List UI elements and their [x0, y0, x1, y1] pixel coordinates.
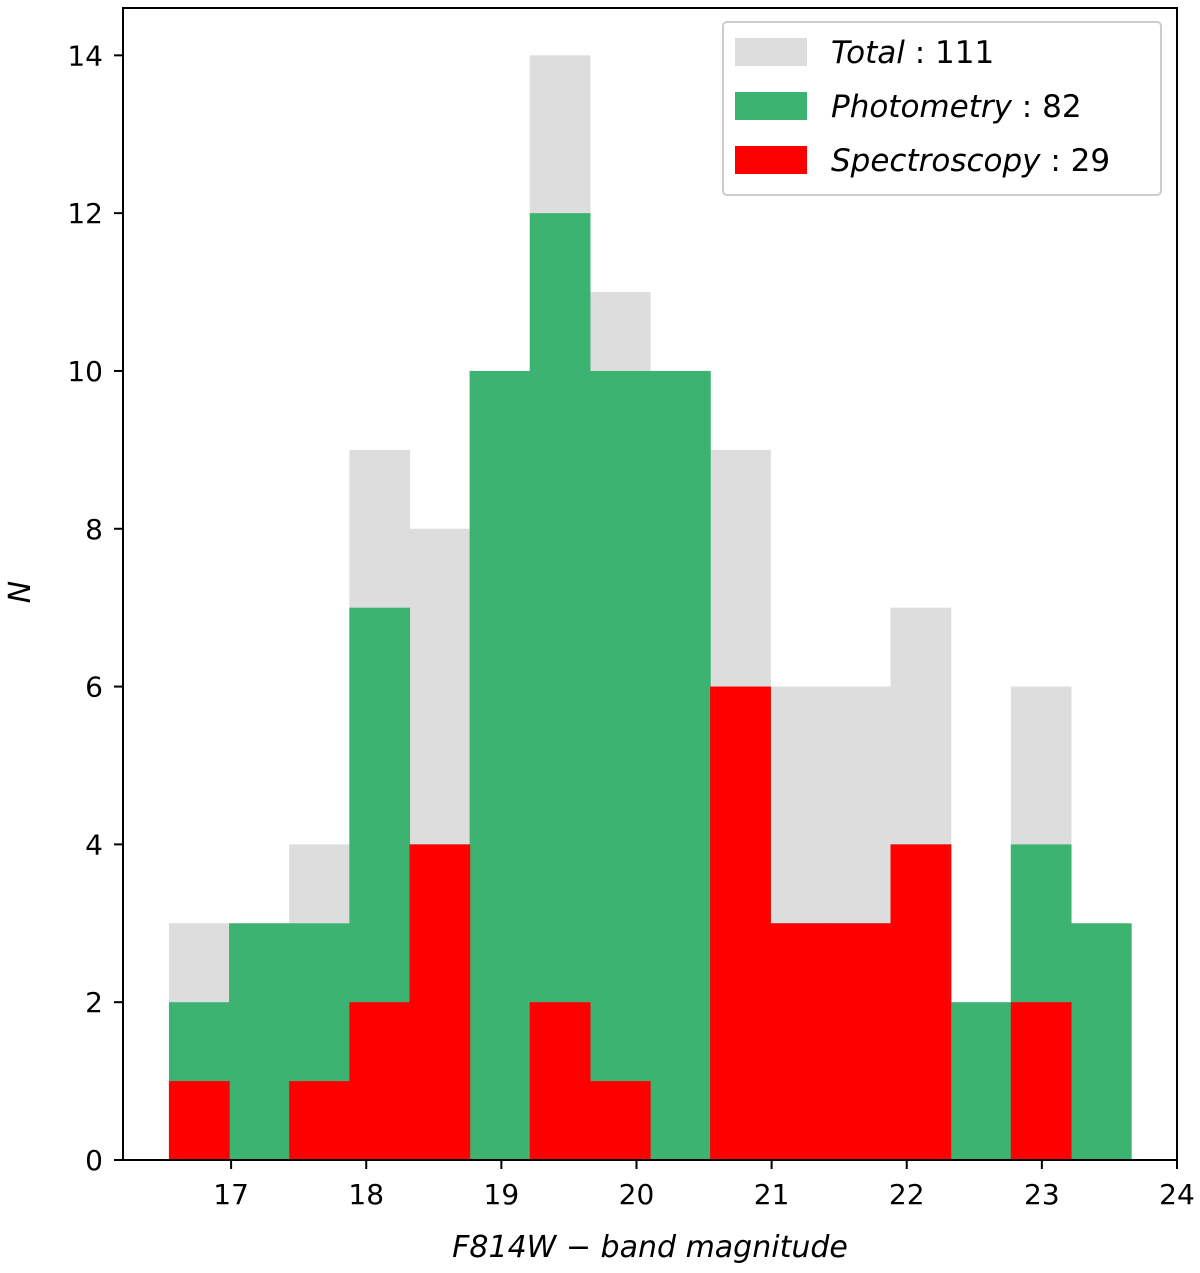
legend-swatch-total: [735, 38, 807, 66]
y-tick-label: 10: [67, 355, 103, 388]
y-tick-label: 4: [85, 828, 103, 861]
photometry-bar-13: [950, 1002, 1012, 1160]
spectroscopy-bar-4: [409, 844, 471, 1160]
x-tick-label: 18: [348, 1178, 384, 1211]
spectroscopy-bar-9: [710, 686, 771, 1160]
x-tick-label: 21: [754, 1178, 790, 1211]
photometry-bar-7: [589, 370, 651, 1161]
y-axis-ticks: 0 2 4 6 8 10 12 14: [67, 39, 123, 1177]
x-tick-label: 20: [619, 1178, 655, 1211]
photometry-bar-5: [469, 370, 531, 1161]
x-tick-label: 24: [1159, 1178, 1195, 1211]
y-tick-label: 6: [85, 671, 103, 704]
spectroscopy-bar-11: [830, 923, 892, 1160]
plot-frame: [122, 7, 1178, 1161]
y-tick-label: 14: [67, 39, 103, 72]
legend-box: [722, 21, 1162, 196]
photometry-bar-8: [650, 370, 711, 1161]
spectroscopy-bar-14: [1010, 1002, 1072, 1160]
spectroscopy-bar-0: [168, 1081, 230, 1160]
y-tick-label: 12: [67, 197, 103, 230]
photometry-bar-1: [229, 923, 290, 1160]
spectroscopy-bar-12: [890, 844, 952, 1160]
legend-label-total: Total : 111: [831, 35, 994, 71]
legend-label-spectroscopy: Spectroscopy : 29: [831, 143, 1110, 179]
x-tick-label: 23: [1024, 1178, 1060, 1211]
y-tick-label: 8: [85, 513, 103, 546]
legend-swatch-spectroscopy: [735, 146, 807, 174]
x-tick-label: 22: [889, 1178, 925, 1211]
spectroscopy-bar-6: [529, 1002, 591, 1160]
y-axis-label: N: [3, 581, 38, 603]
y-tick-label: 2: [85, 986, 103, 1019]
bars-layer: [168, 55, 1132, 1161]
legend: Total : 111 Photometry : 82 Spectroscopy :…: [722, 21, 1162, 196]
photometry-bar-15: [1070, 923, 1132, 1160]
legend-swatch-photometry: [735, 92, 807, 120]
spectroscopy-bar-2: [289, 1081, 350, 1160]
x-axis-ticks: 17 18 19 20 21 22 23 24: [213, 1160, 1195, 1211]
x-axis-label: F814W − band magnitude: [452, 1230, 848, 1265]
spectroscopy-bar-7: [589, 1081, 651, 1160]
spectroscopy-bar-10: [770, 923, 831, 1160]
x-tick-label: 17: [213, 1178, 249, 1211]
spectroscopy-bar-3: [349, 1002, 411, 1160]
x-tick-label: 19: [484, 1178, 520, 1211]
legend-label-photometry: Photometry : 82: [831, 89, 1082, 125]
y-tick-label: 0: [85, 1144, 103, 1177]
